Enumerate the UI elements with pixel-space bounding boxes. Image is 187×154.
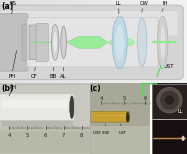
Ellipse shape	[53, 30, 58, 54]
Text: (b): (b)	[1, 84, 13, 93]
Text: (a): (a)	[1, 2, 13, 11]
FancyBboxPatch shape	[29, 25, 37, 60]
FancyBboxPatch shape	[0, 11, 178, 36]
Text: IH: IH	[162, 1, 168, 11]
FancyBboxPatch shape	[0, 94, 74, 121]
Text: UST: UST	[161, 54, 174, 69]
Ellipse shape	[137, 18, 147, 67]
Text: LL: LL	[178, 109, 183, 114]
FancyBboxPatch shape	[27, 18, 158, 67]
Ellipse shape	[70, 96, 74, 119]
Ellipse shape	[114, 24, 125, 61]
Text: BB: BB	[50, 51, 57, 79]
Text: (c): (c)	[90, 84, 101, 93]
Bar	[152, 120, 187, 154]
Ellipse shape	[157, 87, 182, 113]
Ellipse shape	[165, 95, 174, 105]
Text: RS: RS	[10, 1, 17, 14]
Text: PH: PH	[9, 85, 16, 90]
Bar	[90, 83, 150, 154]
FancyBboxPatch shape	[91, 111, 130, 122]
FancyBboxPatch shape	[2, 116, 73, 126]
Polygon shape	[108, 39, 135, 46]
Text: LL: LL	[116, 1, 122, 14]
Text: CF: CF	[31, 52, 37, 79]
Ellipse shape	[182, 136, 184, 141]
Bar	[22, 24, 30, 61]
Ellipse shape	[61, 26, 66, 58]
Text: 5: 5	[122, 96, 125, 101]
Text: AL: AL	[60, 51, 66, 79]
Ellipse shape	[112, 16, 127, 69]
FancyBboxPatch shape	[36, 23, 48, 61]
Text: UST: UST	[119, 131, 127, 135]
Ellipse shape	[157, 16, 168, 69]
FancyBboxPatch shape	[0, 5, 183, 80]
Ellipse shape	[160, 24, 165, 60]
Bar	[152, 83, 187, 119]
FancyBboxPatch shape	[3, 99, 67, 108]
Bar	[0, 131, 90, 153]
Text: 4: 4	[100, 96, 103, 101]
Text: 7: 7	[62, 133, 65, 138]
Text: CW: CW	[140, 1, 148, 12]
Text: 5: 5	[25, 133, 29, 138]
Text: 6: 6	[44, 133, 47, 138]
Bar	[0, 83, 90, 128]
Ellipse shape	[126, 112, 129, 122]
Ellipse shape	[160, 90, 179, 110]
Text: 8: 8	[80, 133, 83, 138]
Text: UST EW: UST EW	[93, 131, 110, 135]
Text: 6: 6	[143, 96, 147, 101]
Text: 4: 4	[7, 133, 11, 138]
FancyBboxPatch shape	[0, 14, 28, 71]
Bar	[0, 127, 90, 154]
Polygon shape	[66, 36, 108, 48]
Ellipse shape	[51, 24, 59, 60]
Text: PH: PH	[8, 51, 17, 79]
Bar	[90, 126, 150, 154]
